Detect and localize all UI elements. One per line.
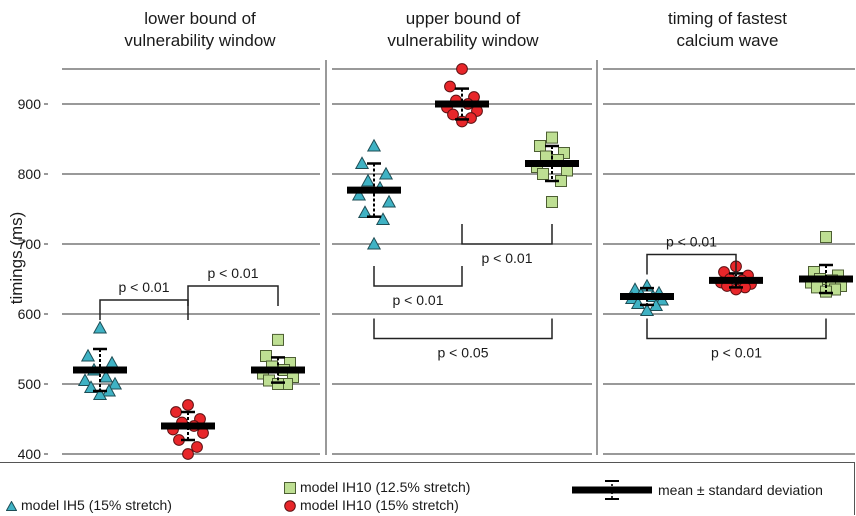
data-point-square [260,350,272,362]
significance-label: p < 0.01 [666,234,717,250]
data-point-triangle [92,387,108,400]
significance-bracket [99,299,189,320]
data-point-square [820,231,832,243]
data-point-triangle [375,212,391,225]
significance-bracket [187,285,279,306]
data-point-triangle [98,369,114,383]
data-point-square [272,333,284,346]
y-tick-label: 900 [18,96,42,112]
significance-bracket [461,224,553,245]
data-point-circle [182,448,194,460]
legend-item-ih10-12-5: model IH10 (12.5% stretch) [284,479,470,495]
data-point-triangle [107,376,123,390]
data-point-circle [456,115,468,128]
data-point-square [546,131,558,144]
significance-label: p < 0.01 [393,292,444,308]
data-point-triangle [381,194,397,208]
y-tick-label: 600 [18,306,42,322]
y-tick-label: 400 [18,446,42,462]
panel-3-title: timing of fastest calcium wave [667,9,788,50]
data-point-triangle [360,173,376,187]
data-point-square [537,168,549,180]
panel-1-title: lower bound of vulnerability window [124,9,276,50]
legend-item-ih10-15: model IH10 (15% stretch) [284,497,459,513]
data-point-triangle [354,156,370,169]
circle-marker-icon [284,500,296,513]
data-point-triangle [366,236,382,250]
significance-label: p < 0.05 [438,345,489,361]
data-point-triangle [104,355,120,369]
data-point-triangle [83,380,99,393]
legend-item-mean-sd: mean ± standard deviation [572,479,823,501]
data-point-triangle [92,320,108,334]
legend-item-ih5: model IH5 (15% stretch) [5,497,172,513]
significance-label: p < 0.01 [208,265,259,281]
data-point-circle [447,108,459,121]
y-tick-label: 700 [18,236,42,252]
data-point-triangle [366,138,382,152]
panel-2-title: upper bound of vulnerability window [387,9,539,50]
data-point-circle [456,63,468,75]
data-point-triangle [639,303,655,316]
significance-bracket [373,318,553,340]
data-point-triangle [77,373,93,386]
data-point-circle [191,441,203,453]
significance-bracket [646,318,827,340]
significance-bracket [373,266,463,287]
triangle-marker-icon [5,500,18,512]
significance-label: p < 0.01 [711,345,762,361]
significance-label: p < 0.01 [119,279,170,295]
data-point-circle [182,399,194,411]
significance-bracket [646,253,737,275]
data-point-triangle [80,348,96,362]
data-point-circle [170,406,182,418]
data-point-square [534,140,546,152]
significance-label: p < 0.01 [482,250,533,266]
y-tick-label: 800 [18,166,42,182]
data-point-triangle [378,166,394,180]
data-point-square [546,196,558,208]
y-tick-label: 500 [18,376,42,392]
data-point-triangle [357,205,373,218]
y-axis-label: timings (ms) [7,212,26,305]
mean-sd-marker-icon [572,480,652,500]
data-point-circle [444,80,456,93]
legend: model IH5 (15% stretch) model IH10 (12.5… [0,462,855,515]
square-marker-icon [284,482,296,495]
data-point-triangle [351,187,367,201]
